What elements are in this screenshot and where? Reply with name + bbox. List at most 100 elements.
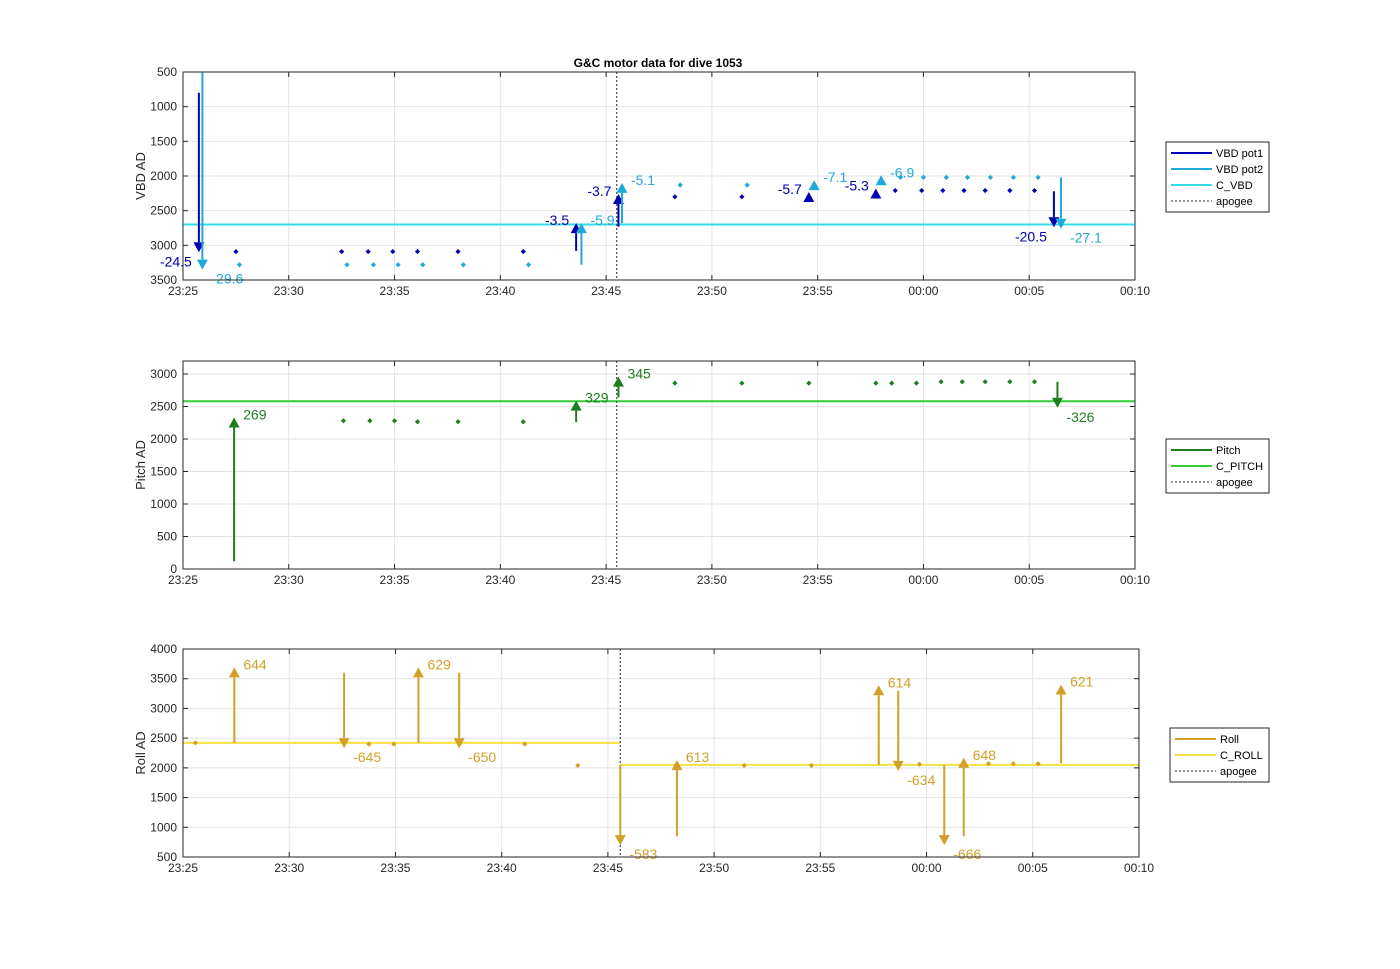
x-tick-label-0005: 00:05: [1014, 284, 1044, 298]
arrow-value-label: -27.1: [1070, 230, 1102, 246]
data-point: [1007, 187, 1013, 194]
y-tick-label-3000: 3000: [150, 367, 177, 381]
arrow-head: [870, 188, 882, 199]
arrow-head: [228, 667, 240, 678]
data-point: [395, 262, 401, 268]
x-tick-label-2345: 23:45: [591, 573, 621, 587]
move-arrow: 621: [1055, 674, 1094, 764]
arrow-head: [671, 760, 683, 771]
arrow-head: [958, 757, 970, 768]
move-arrow: -5.3: [845, 177, 882, 199]
move-arrow: -5.1: [616, 172, 655, 224]
x-tick-label-0000: 00:00: [912, 861, 942, 875]
data-point: [677, 182, 683, 188]
panel-3: 23:25 23:30 23:35 23:40 23:45 23:50 23:55 00:00…: [133, 642, 1270, 875]
legend-entry: VBD pot1: [1216, 148, 1263, 160]
x-tick-label-2335: 23:35: [380, 861, 410, 875]
y-tick-label-3500: 3500: [150, 672, 177, 686]
x-tick-label-0000: 00:00: [908, 573, 938, 587]
arrow-head: [338, 738, 350, 749]
y-tick-label-1000: 1000: [150, 820, 177, 834]
x-tick-label-2350: 23:50: [699, 861, 729, 875]
arrow-value-label: -650: [468, 749, 496, 765]
data-point: [943, 174, 949, 180]
arrow-value-label: 621: [1070, 674, 1094, 690]
data-point: [919, 187, 925, 194]
arrow-value-label: -3.5: [545, 212, 569, 228]
legend-entry: Roll: [1220, 734, 1239, 746]
x-tick-label-2335: 23:35: [380, 573, 410, 587]
data-point: [672, 380, 678, 386]
x-tick-label-0010: 00:10: [1124, 861, 1154, 875]
move-arrow: 648: [958, 747, 996, 837]
data-point: [808, 762, 815, 769]
move-arrow: 329: [570, 390, 609, 423]
x-tick-label-2325: 23:25: [168, 284, 198, 298]
move-arrow: 614: [873, 674, 911, 765]
move-arrow: 629: [412, 656, 451, 743]
arrow-value-label: -24.5: [160, 253, 192, 269]
data-point: [959, 379, 965, 385]
y-axis-label: Roll AD: [133, 731, 148, 774]
legend-entry: apogee: [1216, 477, 1253, 489]
x-tick-label-2340: 23:40: [487, 861, 517, 875]
arrow-value-label: -645: [353, 749, 381, 765]
panel-1: 23:25 23:30 23:35 23:40 23:45 23:50 23:55 00:00…: [133, 65, 1270, 298]
move-arrow: -666: [938, 764, 981, 862]
data-point: [390, 248, 396, 255]
data-point: [575, 762, 581, 769]
data-point: [961, 187, 967, 194]
arrow-value-label: -29.6: [211, 271, 243, 287]
arrow-head: [453, 738, 465, 749]
arrow-value-label: -634: [907, 772, 935, 788]
y-axis-label: Pitch AD: [133, 440, 148, 490]
data-point: [987, 174, 994, 180]
data-point: [913, 380, 919, 386]
arrow-head: [412, 667, 424, 678]
move-arrow: -650: [453, 672, 496, 765]
x-tick-label-2325: 23:25: [168, 861, 198, 875]
data-point: [744, 182, 750, 188]
data-point: [339, 248, 345, 255]
data-point: [897, 174, 904, 180]
data-point: [391, 741, 397, 747]
x-tick-label-2355: 23:55: [803, 284, 833, 298]
arrow-head: [1051, 397, 1063, 408]
arrow-head: [196, 259, 208, 270]
move-arrow: -326: [1051, 381, 1095, 425]
y-tick-label-500: 500: [157, 530, 177, 544]
y-tick-label-3500: 3500: [150, 273, 177, 287]
arrow-head: [808, 180, 820, 191]
arrow-head: [1055, 684, 1067, 695]
data-point: [940, 187, 946, 194]
y-tick-label-1500: 1500: [150, 791, 177, 805]
data-point: [420, 262, 426, 268]
data-point: [1031, 379, 1038, 385]
move-arrow: -27.1: [1055, 177, 1102, 246]
x-tick-label-2350: 23:50: [697, 284, 727, 298]
x-tick-label-2330: 23:30: [274, 573, 304, 587]
data-point: [414, 248, 421, 255]
y-tick-label-500: 500: [157, 850, 177, 864]
data-point: [340, 418, 347, 424]
arrow-value-label: -7.1: [823, 169, 847, 185]
data-point: [365, 248, 371, 255]
arrow-head: [803, 191, 815, 202]
x-tick-label-2330: 23:30: [274, 861, 304, 875]
x-tick-label-2355: 23:55: [803, 573, 833, 587]
arrow-head: [228, 417, 240, 428]
arrow-head: [575, 223, 587, 234]
x-tick-label-2340: 23:40: [485, 284, 515, 298]
x-tick-label-0010: 00:10: [1120, 284, 1150, 298]
plot-area: [183, 361, 1135, 569]
x-tick-label-2335: 23:35: [380, 284, 410, 298]
data-point: [938, 379, 944, 385]
axes-frame: [182, 648, 1140, 858]
move-arrow: -5.9: [575, 212, 615, 265]
legend-entry: C_PITCH: [1216, 461, 1263, 473]
data-point: [455, 419, 461, 425]
move-arrow: -645: [338, 672, 381, 765]
data-point: [1007, 379, 1013, 385]
